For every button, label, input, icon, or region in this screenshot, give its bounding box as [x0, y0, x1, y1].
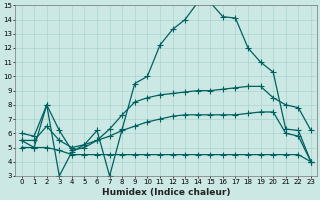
X-axis label: Humidex (Indice chaleur): Humidex (Indice chaleur) [102, 188, 230, 197]
